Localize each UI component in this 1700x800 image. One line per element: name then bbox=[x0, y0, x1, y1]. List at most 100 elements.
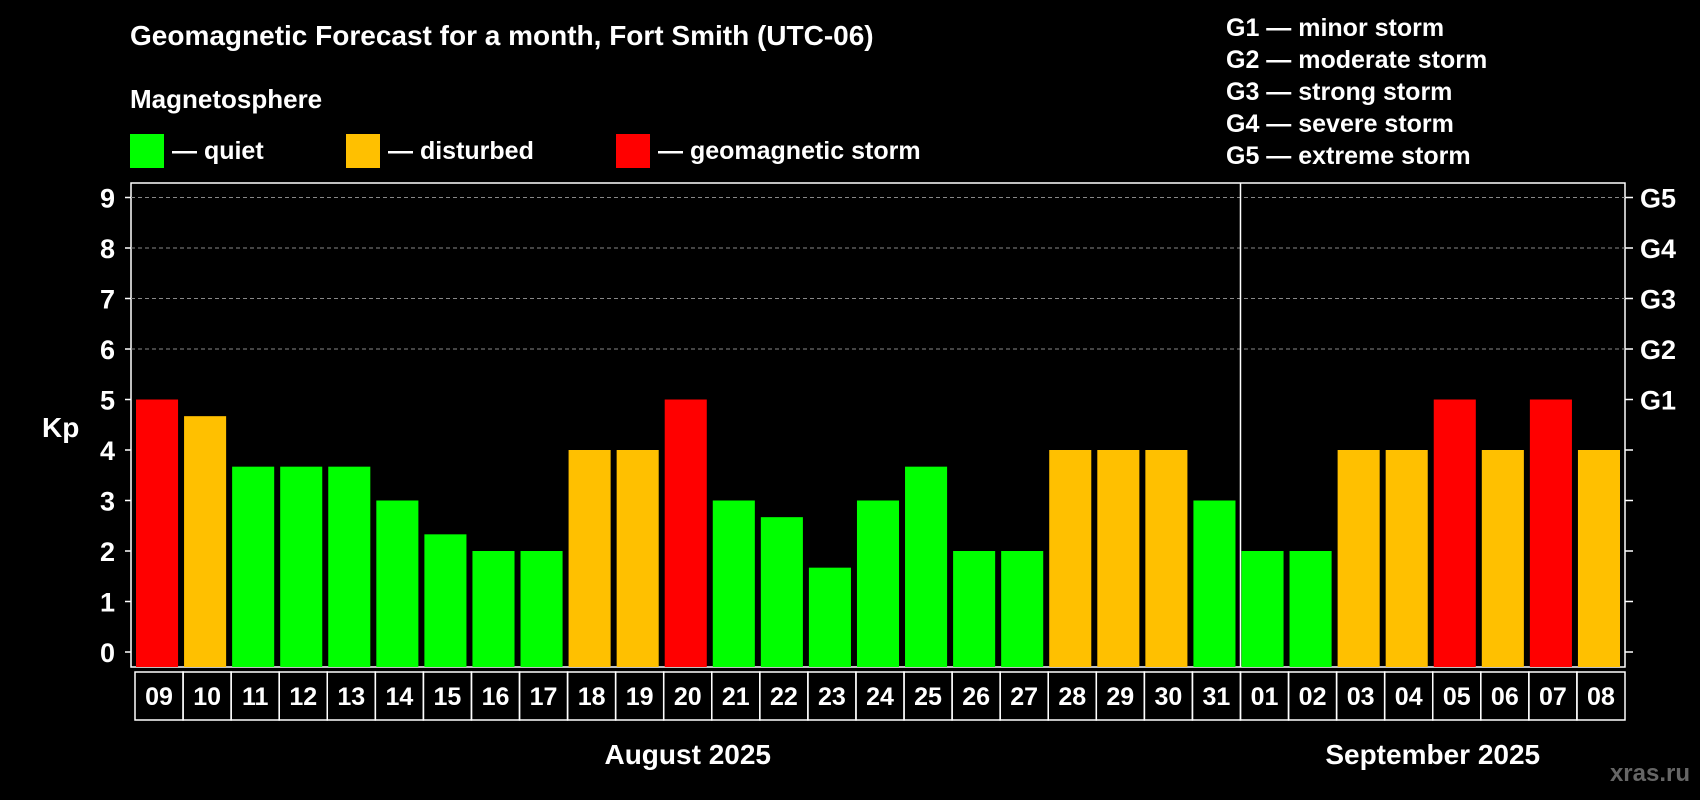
bar-16 bbox=[472, 551, 515, 667]
x-tick-label-15: 15 bbox=[434, 683, 462, 711]
bar-02 bbox=[1289, 551, 1332, 667]
x-tick-label-03: 03 bbox=[1347, 683, 1375, 711]
y-axis-label: Kp bbox=[42, 412, 79, 443]
bar-01 bbox=[1241, 551, 1284, 667]
x-tick-label-28: 28 bbox=[1058, 683, 1086, 711]
legend-item-storm: — geomagnetic storm bbox=[616, 134, 921, 168]
legend-item-quiet: — quiet bbox=[130, 134, 264, 168]
bar-12 bbox=[280, 466, 323, 667]
x-tick-label-07: 07 bbox=[1539, 683, 1567, 711]
legend-swatch-storm bbox=[616, 134, 650, 168]
x-tick-label-24: 24 bbox=[866, 683, 894, 711]
legend-label-quiet: — quiet bbox=[172, 136, 264, 165]
storm-scale-g3: G3 — strong storm bbox=[1226, 78, 1453, 106]
bar-17 bbox=[520, 551, 563, 667]
watermark: xras.ru bbox=[1609, 760, 1690, 787]
g-scale-label-G2: G2 bbox=[1640, 335, 1676, 365]
x-tick-label-01: 01 bbox=[1251, 683, 1279, 711]
x-tick-label-16: 16 bbox=[482, 683, 510, 711]
x-tick-label-06: 06 bbox=[1491, 683, 1519, 711]
bar-18 bbox=[568, 450, 611, 667]
y-tick-label-9: 9 bbox=[100, 184, 115, 214]
bar-21 bbox=[712, 500, 755, 667]
y-tick-label-0: 0 bbox=[100, 638, 115, 668]
x-tick-label-20: 20 bbox=[674, 683, 702, 711]
bar-28 bbox=[1049, 450, 1092, 667]
bar-25 bbox=[905, 466, 948, 667]
bar-31 bbox=[1193, 500, 1236, 667]
x-tick-label-27: 27 bbox=[1010, 683, 1038, 711]
x-tick-label-10: 10 bbox=[193, 683, 221, 711]
month-label-0: August 2025 bbox=[604, 739, 771, 770]
g-scale-label-G5: G5 bbox=[1640, 184, 1676, 214]
x-tick-label-26: 26 bbox=[962, 683, 990, 711]
bar-10 bbox=[184, 416, 227, 667]
legend-swatch-disturbed bbox=[346, 134, 380, 168]
x-tick-label-04: 04 bbox=[1395, 683, 1423, 711]
storm-scale-g2: G2 — moderate storm bbox=[1226, 46, 1488, 74]
y-tick-label-8: 8 bbox=[100, 234, 115, 264]
bar-26 bbox=[953, 551, 996, 667]
storm-scale-g5: G5 — extreme storm bbox=[1226, 142, 1471, 170]
bar-29 bbox=[1097, 450, 1140, 667]
y-tick-label-1: 1 bbox=[100, 588, 115, 618]
storm-scale-g1: G1 — minor storm bbox=[1226, 14, 1445, 42]
g-scale-label-G3: G3 bbox=[1640, 285, 1676, 315]
legend-label-storm: — geomagnetic storm bbox=[658, 136, 921, 165]
legend-label-disturbed: — disturbed bbox=[388, 136, 534, 165]
bar-06 bbox=[1481, 450, 1524, 667]
storm-scale-g4: G4 — severe storm bbox=[1226, 110, 1454, 138]
x-tick-label-11: 11 bbox=[242, 683, 269, 711]
x-tick-label-02: 02 bbox=[1299, 683, 1327, 711]
legend-item-disturbed: — disturbed bbox=[346, 134, 534, 168]
storm-scale-legend: G1 — minor storm G2 — moderate storm G3 … bbox=[1226, 12, 1487, 172]
bar-14 bbox=[376, 500, 419, 667]
bar-20 bbox=[664, 399, 707, 667]
x-tick-label-22: 22 bbox=[770, 683, 798, 711]
bar-22 bbox=[760, 517, 803, 667]
bar-13 bbox=[328, 466, 371, 667]
bar-04 bbox=[1385, 450, 1428, 667]
y-tick-label-7: 7 bbox=[100, 285, 115, 315]
x-tick-box-08 bbox=[1576, 671, 1626, 721]
x-tick-label-23: 23 bbox=[818, 683, 846, 711]
y-tick-label-5: 5 bbox=[100, 386, 115, 416]
y-tick-label-4: 4 bbox=[100, 436, 115, 466]
bar-23 bbox=[808, 567, 851, 667]
month-label-1: September 2025 bbox=[1325, 739, 1540, 770]
x-tick-label-08: 08 bbox=[1587, 683, 1615, 711]
bar-07 bbox=[1529, 399, 1572, 667]
bar-24 bbox=[856, 500, 900, 667]
y-tick-label-6: 6 bbox=[100, 335, 115, 365]
x-tick-label-25: 25 bbox=[914, 683, 942, 711]
bar-30 bbox=[1145, 450, 1188, 667]
x-tick-label-13: 13 bbox=[337, 683, 365, 711]
bar-05 bbox=[1433, 399, 1476, 667]
x-tick-label-17: 17 bbox=[530, 683, 558, 711]
bar-27 bbox=[1001, 551, 1044, 667]
legend-subtitle: Magnetosphere bbox=[130, 84, 323, 114]
g-scale-label-G4: G4 bbox=[1640, 234, 1676, 264]
bar-15 bbox=[424, 534, 467, 667]
x-tick-label-09: 09 bbox=[145, 683, 173, 711]
x-tick-label-14: 14 bbox=[385, 683, 413, 711]
x-tick-label-12: 12 bbox=[289, 683, 317, 711]
x-tick-label-31: 31 bbox=[1203, 683, 1231, 711]
g-scale-label-G1: G1 bbox=[1640, 386, 1676, 416]
x-tick-label-21: 21 bbox=[722, 683, 750, 711]
y-tick-label-3: 3 bbox=[100, 487, 115, 517]
y-tick-label-2: 2 bbox=[100, 537, 115, 567]
bar-09 bbox=[136, 399, 179, 667]
bar-08 bbox=[1577, 450, 1620, 667]
legend-swatch-quiet bbox=[130, 134, 164, 168]
x-tick-label-19: 19 bbox=[626, 683, 654, 711]
chart-title: Geomagnetic Forecast for a month, Fort S… bbox=[130, 20, 874, 51]
bar-03 bbox=[1337, 450, 1380, 667]
x-tick-label-30: 30 bbox=[1154, 683, 1182, 711]
bar-19 bbox=[616, 450, 659, 667]
x-tick-label-05: 05 bbox=[1443, 683, 1471, 711]
x-tick-label-29: 29 bbox=[1106, 683, 1134, 711]
bar-11 bbox=[232, 466, 275, 667]
x-tick-label-18: 18 bbox=[578, 683, 606, 711]
